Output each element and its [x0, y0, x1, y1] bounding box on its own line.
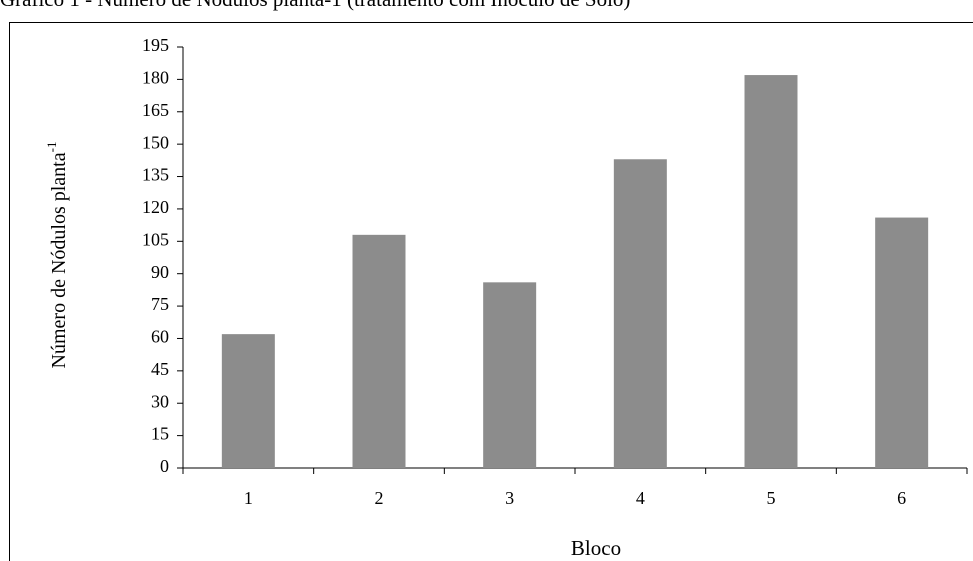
y-tick-label: 30	[151, 391, 169, 411]
y-tick-label: 150	[142, 132, 169, 152]
y-tick-label: 180	[142, 68, 169, 88]
x-tick-label: 4	[636, 488, 645, 508]
chart-title: Gráfico 1 - Número de Nódulos planta-1 (…	[0, 0, 630, 11]
y-tick-label: 195	[142, 35, 169, 55]
x-tick-label: 6	[897, 488, 906, 508]
y-tick-label: 135	[142, 165, 169, 185]
y-tick-label: 90	[151, 262, 169, 282]
x-tick-label: 2	[375, 488, 384, 508]
x-tick-label: 1	[244, 488, 253, 508]
x-axis-label: Bloco	[571, 536, 621, 560]
y-tick-label: 60	[151, 327, 169, 347]
x-tick-label: 3	[505, 488, 514, 508]
y-tick-label: 0	[160, 456, 169, 476]
y-tick-label: 75	[151, 294, 169, 314]
y-tick-label: 15	[151, 424, 169, 444]
bar	[613, 159, 667, 468]
y-axis-label-text: Número de Nódulos planta	[48, 152, 70, 368]
y-tick-label: 165	[142, 100, 169, 120]
y-tick-label: 105	[142, 229, 169, 249]
x-tick-label: 5	[767, 488, 776, 508]
y-tick-label: 45	[151, 359, 169, 379]
bar	[352, 234, 406, 468]
bar	[744, 75, 798, 469]
bar	[221, 334, 275, 468]
frame	[9, 22, 973, 561]
y-axis-label: Número de Nódulos planta-1	[44, 142, 70, 369]
bar	[483, 282, 537, 468]
bar	[875, 217, 929, 468]
y-tick-label: 120	[142, 197, 169, 217]
y-axis-label-superscript: -1	[44, 142, 59, 153]
